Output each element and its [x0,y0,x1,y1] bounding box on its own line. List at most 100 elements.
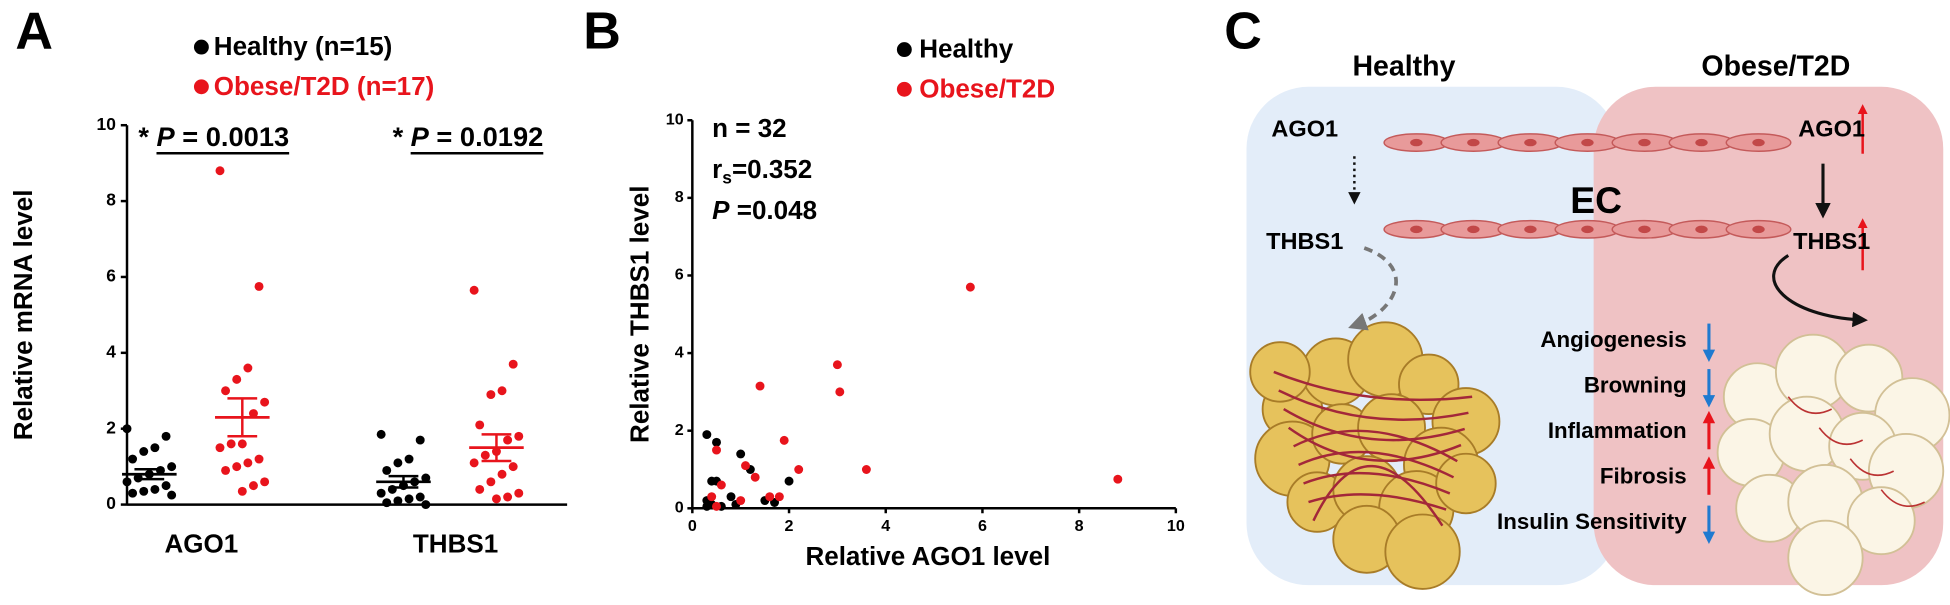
point [503,492,513,502]
point [784,476,794,486]
x-tick-label: AGO1 [165,528,239,558]
legend-marker [896,42,912,58]
point [376,488,386,498]
fat-cell [1384,513,1461,590]
point [404,494,414,504]
arrow [1772,254,1868,328]
diagram: C Healthy Obese/T2D AGO1 THBS1 EC AGO1 T… [1224,2,1950,597]
effects: Angiogenesis Browning Inflammation Fibrosis… [1497,323,1716,545]
point [480,450,490,460]
legend-label: Obese/T2D (n=17) [214,71,435,101]
node: AGO1 [1798,115,1865,141]
point [150,484,160,494]
vessel [1273,370,1473,402]
point [254,281,264,291]
point [404,454,414,464]
legend-marker [193,39,209,55]
y-tick-label: 6 [106,266,116,286]
p-value: =0.048 [730,195,818,225]
point [707,476,717,486]
point [249,481,258,491]
point [415,492,425,502]
point [150,443,160,453]
point [965,282,975,292]
point [221,465,231,475]
point [122,424,132,434]
point [421,473,431,483]
point [755,381,765,391]
annotation: * P = 0.0192 [393,121,544,152]
point [254,454,264,464]
x-axis-title: Relative AGO1 level [805,541,1050,571]
panel-label: C [1224,2,1262,60]
nucleus [1638,225,1651,234]
point [712,445,721,455]
nucleus [1695,225,1708,234]
point [503,435,513,445]
endothelial-cells [1383,133,1792,239]
p-symbol: P [156,121,175,152]
legend-marker [193,79,209,95]
y-tick-label: 10 [97,114,116,134]
panel-label: A [15,2,53,60]
node: THBS1 [1793,228,1870,254]
title: Healthy [1352,51,1455,83]
point [486,477,496,487]
legend-marker [896,81,912,97]
point [243,363,253,373]
point [167,490,177,500]
point [702,501,712,511]
point [382,498,392,508]
nucleus [1752,138,1765,147]
point [215,166,225,176]
x-tick-label: THBS1 [413,528,498,558]
point [508,359,518,369]
y-tick-label: 4 [675,343,684,361]
fat-cell [1249,341,1311,403]
point [475,420,485,430]
y-tick-label: 8 [675,188,684,206]
point [765,492,775,502]
y-tick-label: 0 [106,493,116,513]
y-tick-label: 8 [106,190,116,210]
point [1113,474,1123,484]
x-tick-label: 2 [785,517,794,535]
point [128,454,138,464]
node: THBS1 [1266,228,1343,254]
point [779,435,789,445]
r-value: =0.352 [732,154,812,184]
point [736,496,746,506]
x-tick-label: 8 [1075,517,1084,535]
effect-label: Insulin Sensitivity [1497,509,1687,534]
stat-r: rs=0.352 [712,154,812,187]
vessel [1787,396,1833,414]
stat-p: P =0.048 [712,195,817,225]
r-sub: s [722,167,732,187]
arrow [1348,246,1398,331]
x-tick-label: 0 [688,517,697,535]
fat-cell [1787,519,1864,597]
y-tick-label: 2 [106,417,116,437]
effect-label: Inflammation [1548,418,1687,443]
vessel [1293,429,1458,463]
point [736,449,746,459]
point [226,439,236,449]
nucleus [1524,138,1537,147]
y-tick-label: 10 [666,111,684,129]
point [514,488,524,498]
point [475,484,485,494]
nucleus [1410,225,1423,234]
point [508,462,518,472]
point [486,390,496,400]
point [393,458,403,468]
effect-label: Fibrosis [1600,463,1687,488]
point [497,386,507,396]
legend-label: Healthy [919,34,1014,64]
point [702,430,712,440]
point [497,469,507,479]
ec-label: EC [1570,179,1622,221]
point [514,431,524,441]
marker: * [393,121,404,152]
point [167,462,177,472]
